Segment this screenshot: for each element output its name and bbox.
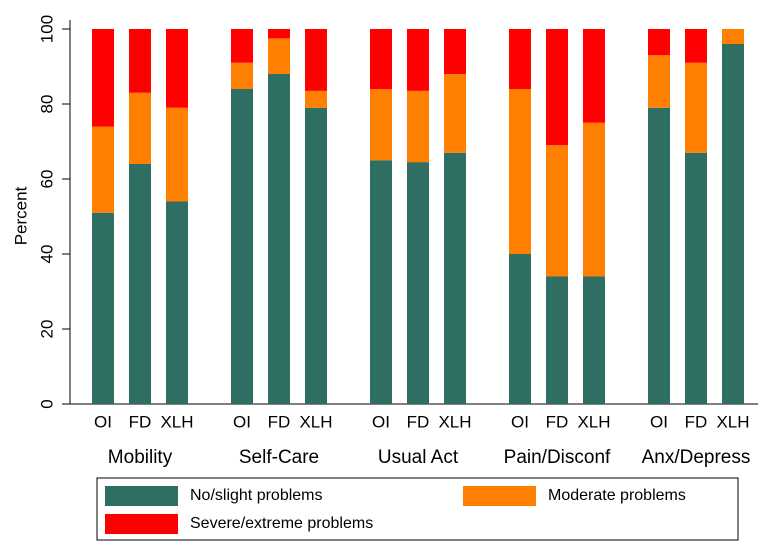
bar-segment xyxy=(509,254,531,404)
y-axis-label: Percent xyxy=(11,186,30,245)
bar-segment xyxy=(166,107,188,202)
legend-box xyxy=(96,477,739,541)
bar-segment xyxy=(92,126,114,213)
bar-segment xyxy=(546,29,568,146)
bar-segment xyxy=(268,29,290,39)
bar-segment xyxy=(92,29,114,127)
bar-segment xyxy=(546,145,568,277)
y-tick-label: 100 xyxy=(37,15,56,43)
bar-segment xyxy=(722,44,744,404)
bar-segment xyxy=(444,152,466,404)
bar-segment xyxy=(166,29,188,108)
bar-segment xyxy=(268,74,290,404)
x-tick-label: OI xyxy=(94,412,112,431)
legend-swatch xyxy=(105,514,178,534)
legend-label: No/slight problems xyxy=(190,487,323,504)
legend-swatch xyxy=(105,486,178,506)
legend-label: Severe/extreme problems xyxy=(190,515,373,532)
x-tick-label: OI xyxy=(233,412,251,431)
x-tick-label: FD xyxy=(129,412,152,431)
bar-segment xyxy=(407,29,429,91)
x-tick-label: FD xyxy=(407,412,430,431)
bar-segment xyxy=(305,90,327,108)
bar-segment xyxy=(685,29,707,63)
group-label: Mobility xyxy=(108,447,173,468)
bar-segment xyxy=(129,29,151,93)
bar-segment xyxy=(231,62,253,89)
bar-segment xyxy=(685,62,707,153)
bar-segment xyxy=(583,29,605,123)
x-tick-label: XLH xyxy=(577,412,610,431)
bar-segment xyxy=(583,122,605,277)
legend-swatch xyxy=(463,486,536,506)
bar-segment xyxy=(370,160,392,404)
x-tick-label: OI xyxy=(511,412,529,431)
bar-segment xyxy=(129,92,151,164)
group-label: Anx/Depress xyxy=(642,447,751,468)
x-tick-label: OI xyxy=(372,412,390,431)
bar-segment xyxy=(305,107,327,404)
bar-segment xyxy=(129,164,151,404)
x-tick-label: XLH xyxy=(299,412,332,431)
y-tick-label: 80 xyxy=(37,95,56,114)
bar-segment xyxy=(444,29,466,74)
bar-segment xyxy=(509,29,531,89)
x-tick-label: FD xyxy=(685,412,708,431)
group-label: Pain/Disconf xyxy=(504,447,611,468)
bar-segment xyxy=(305,29,327,91)
bar-segment xyxy=(583,276,605,404)
bar-segment xyxy=(231,89,253,404)
bar-segment xyxy=(268,38,290,74)
x-tick-label: FD xyxy=(268,412,291,431)
y-tick-label: 0 xyxy=(37,399,56,408)
y-tick-label: 20 xyxy=(37,320,56,339)
group-label: Self-Care xyxy=(239,447,319,468)
bar-segment xyxy=(370,29,392,89)
y-tick-label: 40 xyxy=(37,245,56,264)
bar-segment xyxy=(509,89,531,254)
bar-segment xyxy=(648,107,670,404)
bar-segment xyxy=(685,152,707,404)
legend-label: Moderate problems xyxy=(548,487,686,504)
group-label: Usual Act xyxy=(378,447,459,468)
bar-segment xyxy=(444,74,466,153)
bar-segment xyxy=(407,90,429,163)
bar-segment xyxy=(370,89,392,161)
bar-segment xyxy=(407,162,429,404)
bar-segment xyxy=(722,29,744,44)
bar-segment xyxy=(166,201,188,404)
x-tick-label: FD xyxy=(546,412,569,431)
bar-segment xyxy=(546,276,568,404)
bar-segment xyxy=(648,55,670,108)
x-tick-label: XLH xyxy=(438,412,471,431)
bar-segment xyxy=(648,29,670,56)
y-tick-label: 60 xyxy=(37,170,56,189)
x-tick-label: XLH xyxy=(160,412,193,431)
bar-segment xyxy=(92,212,114,404)
x-tick-label: OI xyxy=(650,412,668,431)
x-tick-label: XLH xyxy=(716,412,749,431)
bar-segment xyxy=(231,29,253,63)
